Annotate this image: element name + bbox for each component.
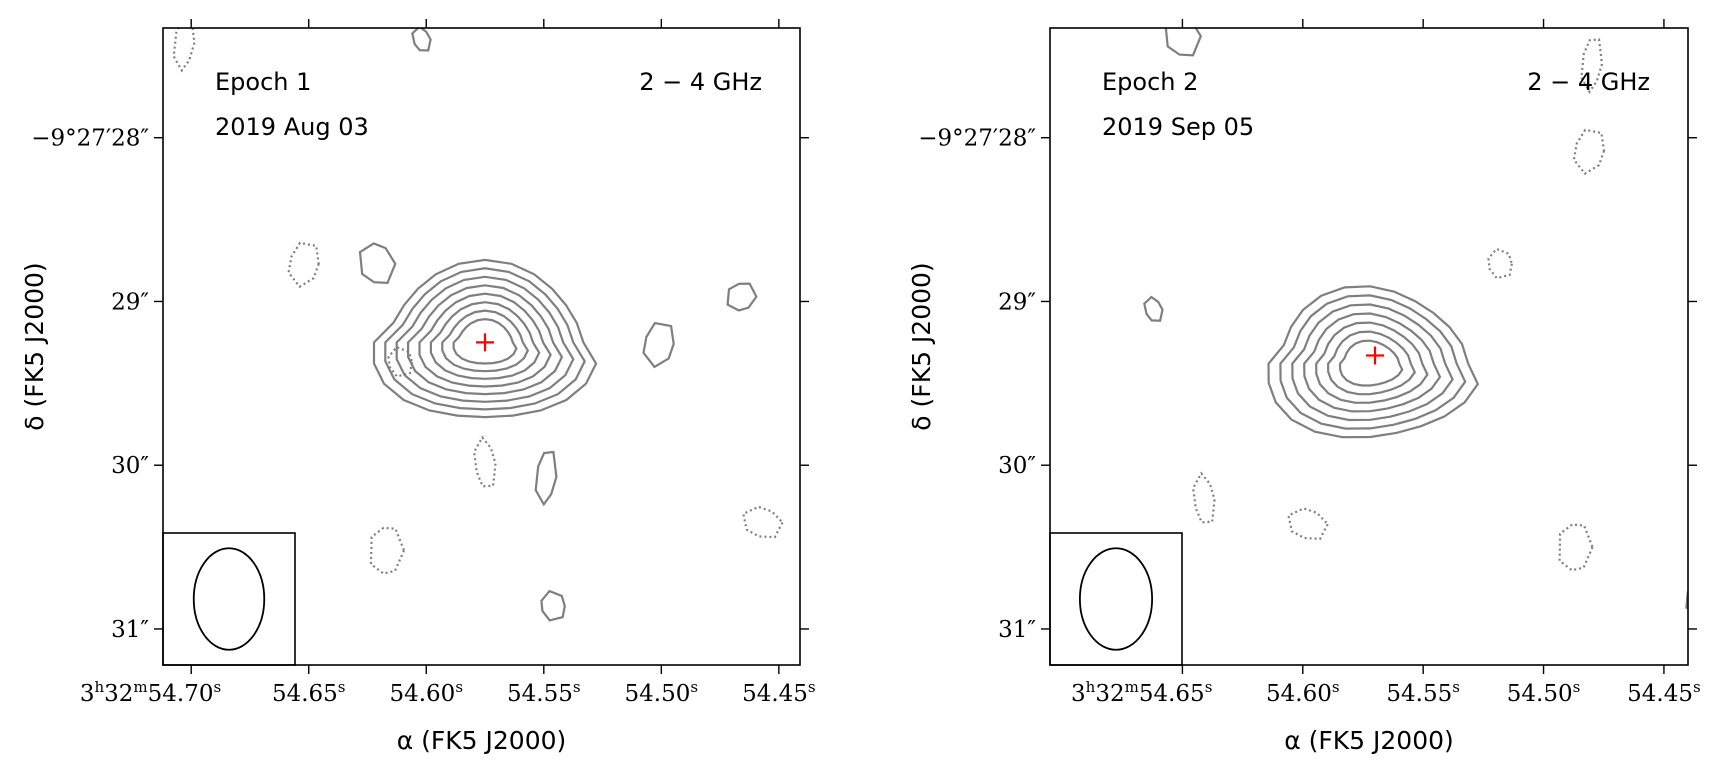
source-contour (1338, 339, 1404, 387)
negative-contour (1287, 507, 1330, 541)
y-tick-label: −9°27′28″ (31, 126, 149, 152)
source-contour (1291, 303, 1454, 422)
x-tick-label: 54.50s (625, 678, 699, 707)
beam-inset (162, 532, 296, 666)
source-contour (395, 275, 575, 403)
positive-contour (1143, 295, 1164, 322)
plot-area (1143, 28, 1688, 610)
y-tick-label: 29″ (111, 289, 149, 315)
source-contour (1315, 321, 1429, 404)
panel-1: 3h32m54.70s 54.65s 54.60s 54.55s 54.50s 54.45… (20, 19, 816, 755)
positive-contour (726, 282, 758, 312)
negative-contour (1580, 38, 1604, 94)
negative-contour (287, 241, 320, 289)
plot-frame (162, 27, 801, 666)
plot-frame (1049, 27, 1689, 666)
negative-contour (172, 28, 196, 73)
band-label: 2 − 4 GHz (1527, 68, 1650, 96)
source-contour (441, 309, 530, 373)
source-contour (1279, 294, 1467, 430)
beam-ellipse (1078, 547, 1154, 651)
negative-contour (387, 345, 414, 378)
source-contour (1326, 330, 1417, 396)
source-contour (418, 292, 552, 388)
source-marker (1366, 346, 1385, 365)
negative-contour (1487, 247, 1513, 280)
y-tick-label: 31″ (111, 617, 149, 643)
x-tick-label: 54.55s (507, 678, 581, 707)
source-contour (429, 301, 541, 380)
positive-contour (411, 28, 432, 52)
source-contour (372, 258, 598, 419)
plot-area (172, 28, 784, 622)
x-tick-label: 3h32m54.70s (80, 678, 221, 707)
source-contour (384, 267, 586, 411)
positive-contour (642, 321, 675, 369)
band-label: 2 − 4 GHz (639, 68, 762, 96)
epoch-label: Epoch 2 (1102, 68, 1198, 96)
negative-contour (1191, 471, 1216, 524)
y-axis-label: δ (FK5 J2000) (907, 262, 936, 430)
negative-contour (369, 526, 406, 575)
panel-2: 3h32m54.65s 54.60s 54.55s 54.50s 54.45s −9°27… (907, 19, 1701, 755)
y-tick-label: −9°27′28″ (918, 126, 1036, 152)
beam-ellipse (192, 547, 266, 651)
epoch-label: Epoch 1 (215, 68, 311, 96)
positive-contour (358, 242, 397, 285)
beam-inset (1049, 532, 1183, 666)
y-tick-label: 29″ (998, 289, 1036, 315)
y-tick-label: 30″ (111, 453, 149, 479)
x-tick-label: 54.60s (389, 678, 463, 707)
y-axis-label: δ (FK5 J2000) (20, 262, 49, 430)
negative-contour (1558, 523, 1594, 572)
source-contour (452, 317, 518, 365)
source-contour (407, 284, 564, 396)
x-tick-label: 54.45s (1627, 678, 1701, 707)
x-tick-label: 54.65s (272, 678, 346, 707)
y-tick-label: 31″ (998, 617, 1036, 643)
x-tick-label: 54.60s (1266, 678, 1340, 707)
x-axis-label: α (FK5 J2000) (397, 726, 567, 755)
x-tick-label: 3h32m54.65s (1071, 678, 1212, 707)
x-tick-label: 54.55s (1386, 678, 1460, 707)
source-marker (476, 333, 495, 352)
positive-contour (1685, 590, 1688, 610)
y-tick-label: 30″ (998, 453, 1036, 479)
x-tick-label: 54.50s (1507, 678, 1581, 707)
x-axis-label: α (FK5 J2000) (1284, 726, 1454, 755)
positive-contour (540, 589, 566, 622)
source-contour (1303, 312, 1442, 413)
negative-contour (742, 505, 784, 539)
positive-contour (1164, 28, 1203, 57)
date-label: 2019 Sep 05 (1102, 113, 1254, 141)
x-tick-label: 54.45s (742, 678, 816, 707)
negative-contour (1572, 128, 1606, 176)
positive-contour (534, 450, 558, 507)
negative-contour (472, 435, 497, 488)
source-contour (1267, 285, 1480, 439)
date-label: 2019 Aug 03 (215, 113, 369, 141)
